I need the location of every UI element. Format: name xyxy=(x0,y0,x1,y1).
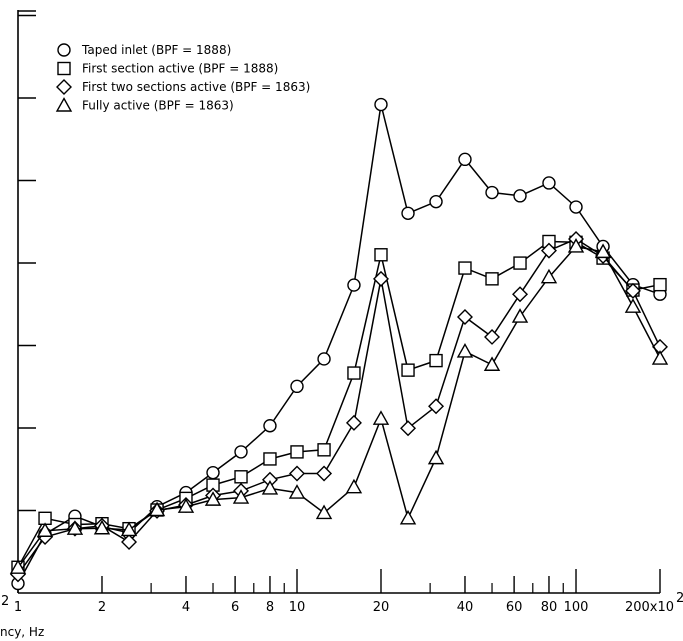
chart-axes xyxy=(17,10,661,594)
x-tick-label: 10 xyxy=(289,600,306,615)
data-point-circle xyxy=(429,194,443,209)
data-point-square xyxy=(374,248,388,262)
data-point-circle xyxy=(317,352,331,366)
x-tick-label: 8 xyxy=(266,600,274,615)
data-point-diamond xyxy=(456,309,473,326)
data-point-square xyxy=(234,470,248,484)
x-tick-label: 6 xyxy=(231,600,239,615)
x-tick-label: 1 xyxy=(14,600,22,615)
data-point-triangle xyxy=(651,350,669,365)
data-point-triangle xyxy=(399,509,417,525)
data-point-triangle xyxy=(9,559,27,574)
data-point-triangle xyxy=(624,298,642,313)
series-circle xyxy=(11,97,667,591)
x-tick-label: 60 xyxy=(506,600,523,615)
data-point-square xyxy=(290,445,304,459)
data-point-triangle xyxy=(483,356,501,371)
chart-legend: Taped inlet (BPF = 1888) First section ac… xyxy=(55,43,310,113)
data-point-triangle xyxy=(288,484,306,499)
data-point-square xyxy=(513,256,527,270)
data-point-triangle xyxy=(66,520,84,535)
data-point-circle xyxy=(234,445,248,459)
data-point-circle xyxy=(290,379,304,394)
data-point-triangle xyxy=(372,410,390,425)
x-tick-label: 4 xyxy=(182,600,190,615)
legend-marker-diamond xyxy=(56,79,72,95)
data-point-diamond xyxy=(484,328,501,345)
data-point-diamond xyxy=(512,286,529,303)
legend-marker-triangle xyxy=(55,97,73,112)
data-point-diamond xyxy=(540,242,557,259)
data-point-square xyxy=(263,452,277,466)
data-point-circle xyxy=(513,189,527,203)
data-point-triangle xyxy=(567,238,585,253)
data-point-triangle xyxy=(594,243,612,259)
data-point-triangle xyxy=(177,498,195,513)
data-point-diamond xyxy=(121,533,138,550)
legend-label: Fully active (BPF = 1863) xyxy=(82,99,234,113)
data-point-diamond xyxy=(624,282,641,299)
data-point-triangle xyxy=(456,343,474,358)
legend-marker-square xyxy=(57,61,71,76)
data-point-circle xyxy=(206,465,220,480)
series-line xyxy=(17,104,661,584)
legend-label: First two sections active (BPF = 1863) xyxy=(82,80,310,94)
data-point-diamond xyxy=(316,465,333,482)
data-point-square xyxy=(429,353,443,368)
data-point-circle xyxy=(374,97,388,112)
x-tick-label: 40 xyxy=(457,600,474,615)
legend-label: First section active (BPF = 1888) xyxy=(82,62,278,76)
left-edge-fragment: 2 xyxy=(1,594,9,609)
data-point-square xyxy=(317,443,331,457)
data-point-triangle xyxy=(511,308,529,323)
data-point-circle xyxy=(542,176,556,190)
data-point-square xyxy=(485,272,499,286)
x-tick-label: 2 xyxy=(98,600,106,615)
chart-series xyxy=(9,97,669,591)
x-tick-label: 20 xyxy=(373,600,390,615)
data-point-circle xyxy=(263,419,277,433)
data-point-square xyxy=(458,261,472,275)
series-line xyxy=(17,240,661,568)
data-point-triangle xyxy=(120,521,138,537)
data-point-circle xyxy=(569,200,583,214)
data-point-diamond xyxy=(400,420,417,437)
legend-marker-circle xyxy=(57,43,71,57)
series-square xyxy=(11,234,667,574)
data-point-circle xyxy=(347,278,361,292)
data-point-triangle xyxy=(36,522,54,537)
data-point-square xyxy=(347,366,361,380)
data-point-triangle xyxy=(345,478,363,494)
data-point-diamond xyxy=(428,398,445,415)
data-point-diamond xyxy=(289,465,305,482)
data-point-square xyxy=(401,363,415,377)
data-point-circle xyxy=(458,152,472,167)
data-point-circle xyxy=(485,185,499,200)
legend-label: Taped inlet (BPF = 1888) xyxy=(81,43,231,57)
data-point-circle xyxy=(401,206,415,220)
data-point-triangle xyxy=(540,268,558,284)
data-point-square xyxy=(653,277,667,292)
series-triangle xyxy=(9,238,669,574)
x-tick-label: 80 xyxy=(541,600,558,615)
data-point-diamond xyxy=(373,270,389,287)
x-axis-title: ncy, Hz xyxy=(0,625,44,639)
data-point-diamond xyxy=(345,414,362,431)
data-point-triangle xyxy=(148,501,166,517)
x-tick-label: 200x10 xyxy=(625,600,674,615)
data-point-triangle xyxy=(261,479,279,495)
series-line xyxy=(17,245,661,569)
data-point-triangle xyxy=(93,519,111,535)
series-line xyxy=(17,238,661,575)
x-tick-exponent: 2 xyxy=(676,591,683,606)
data-point-triangle xyxy=(204,491,222,506)
data-point-triangle xyxy=(232,489,250,504)
x-tick-label: 100 xyxy=(564,600,589,615)
data-point-triangle xyxy=(427,449,445,465)
data-point-triangle xyxy=(315,504,333,520)
